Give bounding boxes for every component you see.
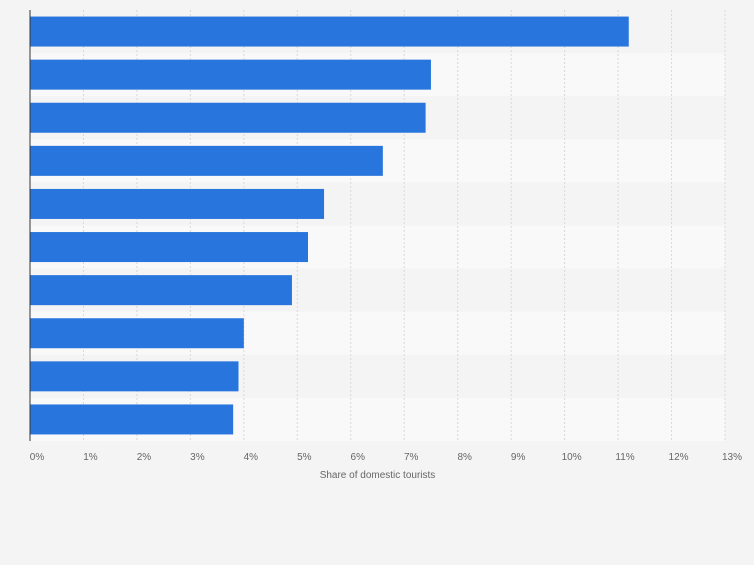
- x-tick-label: 1%: [83, 452, 98, 463]
- x-tick-label: 10%: [562, 452, 582, 463]
- x-tick-labels: 0% 1% 2% 3% 4% 5% 6% 7% 8% 9% 10% 11% 12% 13%: [30, 452, 742, 463]
- x-tick-label: 2%: [137, 452, 152, 463]
- bar[interactable]: [30, 275, 292, 305]
- x-tick-label: 5%: [297, 452, 312, 463]
- x-tick-label: 9%: [511, 452, 526, 463]
- x-tick-label: 8%: [457, 452, 472, 463]
- x-tick-label: 13%: [722, 452, 742, 463]
- bar[interactable]: [30, 189, 324, 219]
- x-tick-label: 4%: [244, 452, 259, 463]
- x-tick-label: 3%: [190, 452, 205, 463]
- x-tick-label: 6%: [351, 452, 366, 463]
- x-tick-label: 7%: [404, 452, 419, 463]
- bar[interactable]: [30, 361, 239, 391]
- x-tick-label: 11%: [615, 452, 634, 463]
- x-axis-label: Share of domestic tourists: [320, 470, 436, 481]
- bar[interactable]: [30, 404, 233, 434]
- x-tick-label: 12%: [669, 452, 689, 463]
- bar[interactable]: [30, 146, 383, 176]
- bar[interactable]: [30, 318, 244, 348]
- bar[interactable]: [30, 103, 426, 133]
- bar[interactable]: [30, 232, 308, 262]
- bar[interactable]: [30, 17, 629, 47]
- bar[interactable]: [30, 60, 431, 90]
- x-tick-label: 0%: [30, 452, 45, 463]
